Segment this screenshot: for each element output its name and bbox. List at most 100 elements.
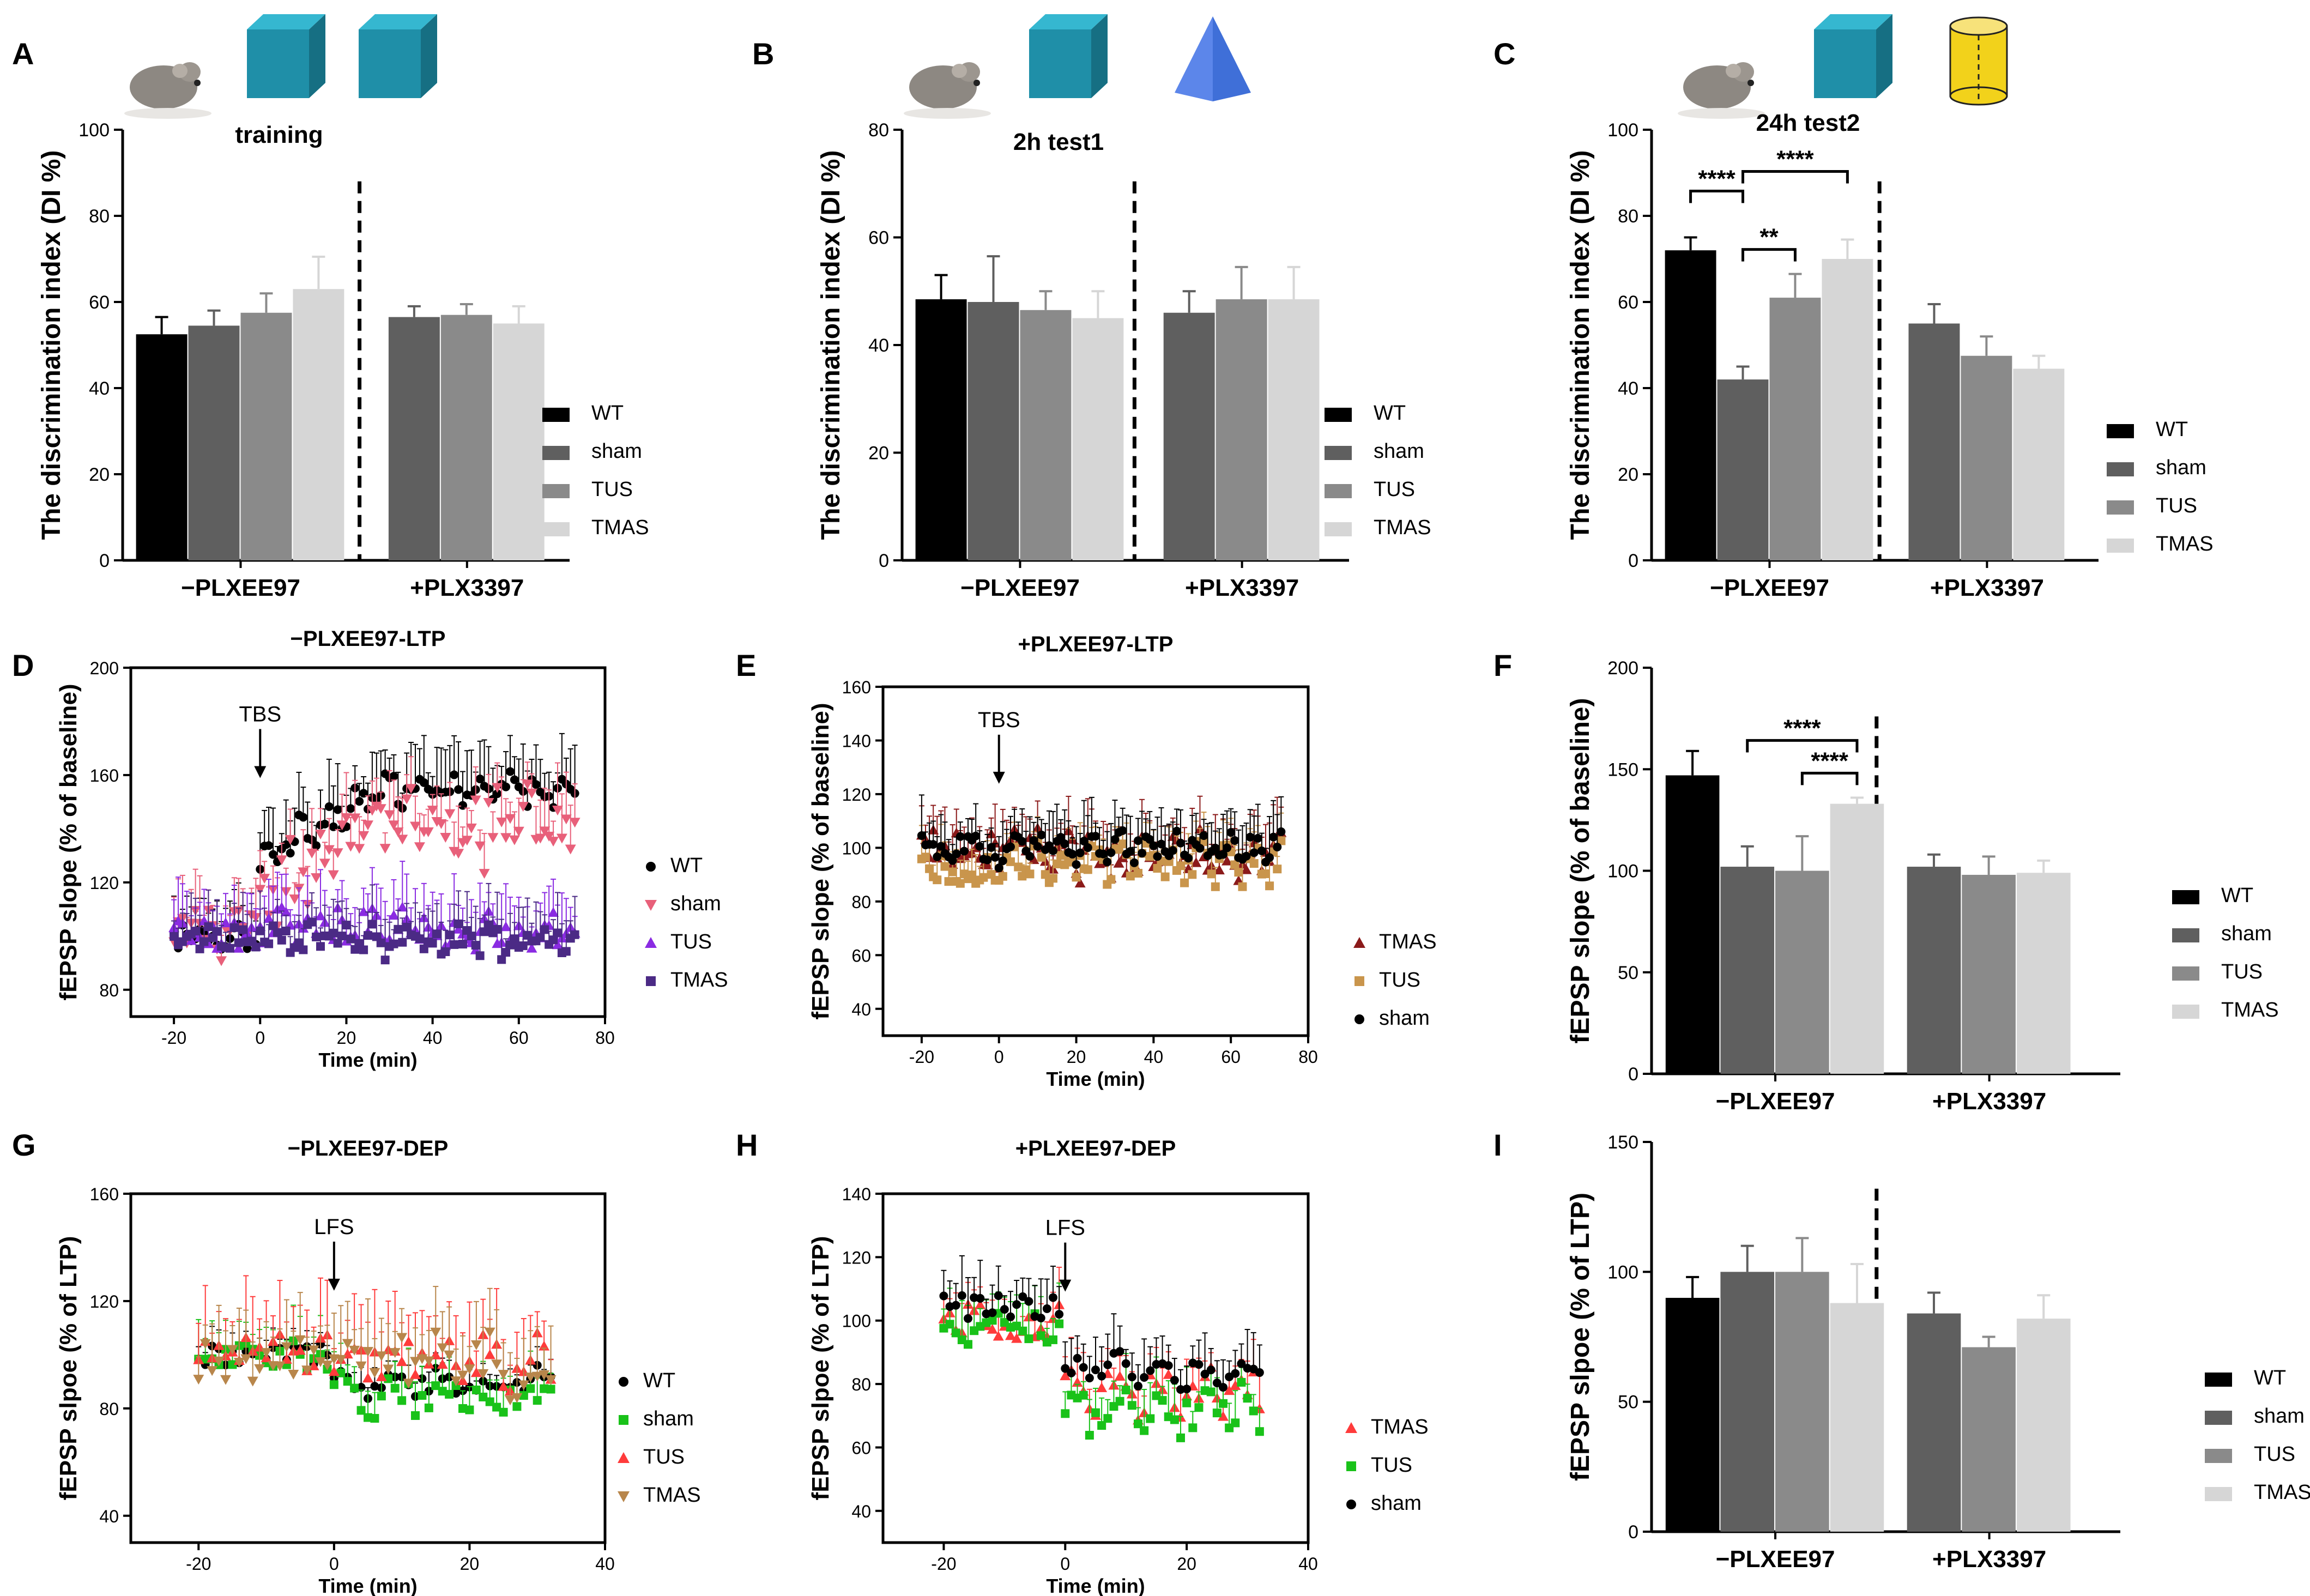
data-point <box>1199 837 1208 847</box>
data-point <box>646 976 656 986</box>
panel-B: B 2h test1 0 20 40 60 80 The discrimination ind… <box>752 14 1431 601</box>
data-point <box>976 1293 985 1303</box>
data-point <box>418 1391 427 1400</box>
data-point <box>925 864 934 873</box>
data-point <box>1182 1385 1192 1394</box>
data-point <box>415 934 424 944</box>
y-axis-title: The discrimination index (DI %) <box>37 150 66 540</box>
data-point <box>964 1314 972 1323</box>
data-point <box>1018 1292 1027 1301</box>
significance-bracket <box>1746 739 1859 753</box>
y-tick-label: 80 <box>1618 206 1638 227</box>
legend-label: TMAS <box>643 1484 701 1507</box>
data-point <box>1249 859 1259 868</box>
data-point <box>1211 882 1220 891</box>
data-point <box>457 1370 468 1381</box>
data-point <box>281 926 291 935</box>
data-point <box>1158 1396 1167 1405</box>
data-point <box>1024 1297 1033 1306</box>
data-point <box>396 1333 408 1343</box>
x-tick-label: -20 <box>931 1554 956 1574</box>
y-tick-label: 80 <box>868 120 889 141</box>
legend-swatch <box>542 408 570 422</box>
data-point <box>1126 872 1135 881</box>
data-point <box>356 1383 366 1392</box>
bar <box>1665 775 1720 1074</box>
data-point <box>483 798 494 808</box>
legend-label: TUS <box>643 1446 685 1468</box>
data-point <box>1153 852 1162 861</box>
legend-swatch <box>2107 539 2134 553</box>
data-point <box>220 917 231 928</box>
y-tick-label: 50 <box>1618 963 1638 983</box>
data-point <box>1213 864 1225 875</box>
data-point <box>216 956 227 966</box>
data-point <box>1061 1409 1070 1418</box>
legend-entry: WT <box>2172 884 2253 907</box>
data-point <box>444 1350 455 1361</box>
data-point <box>204 922 213 932</box>
data-point <box>618 1491 630 1502</box>
data-point <box>199 937 209 946</box>
data-point <box>311 873 322 883</box>
y-tick-label: 80 <box>89 206 110 227</box>
data-point <box>364 1413 372 1422</box>
cube-front <box>1814 29 1876 98</box>
bar <box>1907 867 1961 1074</box>
legend-label: sham <box>643 1407 694 1430</box>
y-tick-label: 50 <box>1618 1392 1638 1413</box>
legend-label: TUS <box>591 478 633 501</box>
data-point <box>1219 1383 1227 1392</box>
data-point <box>479 869 490 879</box>
data-point <box>281 1342 292 1352</box>
legend-label: TMAS <box>670 969 728 992</box>
data-point <box>1194 1360 1204 1369</box>
x-axis-title: Time (min) <box>1046 1575 1145 1596</box>
legend-swatch <box>2205 1411 2232 1425</box>
data-point <box>1346 1461 1356 1471</box>
panel-letter: C <box>1493 37 1515 71</box>
data-point <box>1188 1423 1198 1432</box>
data-point <box>1091 1365 1100 1375</box>
y-tick-label: 120 <box>90 1292 119 1311</box>
data-point <box>315 830 326 840</box>
y-tick-label: 150 <box>1607 1132 1638 1153</box>
data-point <box>1074 878 1086 888</box>
data-point <box>475 951 485 960</box>
data-point <box>1118 839 1127 849</box>
stimulus-annotation: LFS <box>1045 1216 1085 1240</box>
data-point <box>983 855 992 864</box>
data-point <box>323 845 335 855</box>
y-axis-title: fEPSP slope (% of baseline) <box>55 684 82 1000</box>
data-point <box>1346 1500 1356 1509</box>
legend-swatch <box>1325 484 1352 498</box>
legend-label: TMAS <box>591 516 649 539</box>
legend-swatch <box>2205 1487 2232 1501</box>
data-point <box>307 917 317 927</box>
data-point <box>255 885 266 895</box>
legend-swatch <box>1325 446 1352 460</box>
panel-letter: B <box>752 37 774 71</box>
data-point <box>1182 1398 1192 1407</box>
legend-label: sham <box>2156 456 2206 479</box>
data-point <box>518 941 528 951</box>
legend-entry: WT <box>619 1369 675 1392</box>
y-tick-label: 20 <box>1618 464 1638 485</box>
data-point <box>540 1384 549 1393</box>
cube-side <box>421 14 437 98</box>
x-group-label: −PLXEE97 <box>1716 1088 1835 1115</box>
data-point <box>1253 833 1262 843</box>
data-point <box>328 870 339 880</box>
bar <box>1665 1298 1720 1532</box>
legend-entry: sham <box>1346 1492 1422 1515</box>
data-point <box>511 1393 523 1403</box>
data-point <box>1053 859 1062 868</box>
bar <box>1717 379 1769 560</box>
data-point <box>238 925 247 934</box>
data-point <box>484 1349 495 1359</box>
bar <box>1020 310 1072 560</box>
bar <box>1163 312 1215 560</box>
bar <box>1720 867 1775 1074</box>
data-point <box>1134 836 1142 845</box>
mouse-eye <box>1747 80 1754 86</box>
